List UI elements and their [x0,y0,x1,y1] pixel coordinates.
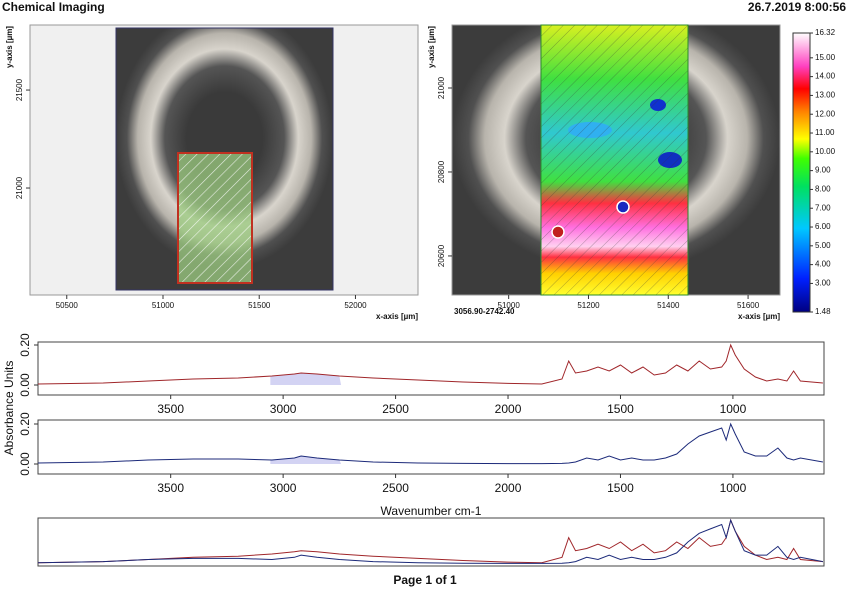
colorbar-tick-label: 15.00 [815,53,836,62]
colorbar-tick-label: 12.00 [815,109,836,118]
colorbar-tick-label: 9.00 [815,166,831,175]
x-tick-label: 2000 [495,481,522,495]
x-tick-label: 3500 [157,481,184,495]
x-tick-label: 2500 [382,402,409,416]
x-tick-label: 51500 [248,301,271,310]
colorbar-tick-label: 7.00 [815,203,831,212]
x-tick-label: 3000 [270,402,297,416]
y-tick-label: 21500 [15,78,24,101]
y-tick-label: 0.00 [18,452,32,476]
y-tick-label: 21000 [437,76,446,99]
colorbar-tick-label: 13.00 [815,91,836,100]
plot-frame [37,341,825,396]
colorbar-tick-label: 3.00 [815,279,831,288]
marker-blue [616,200,630,214]
y-tick-label: 20600 [437,244,446,267]
x-tick-label: 3000 [270,481,297,495]
x-axis-label: x-axis [µm] [738,312,780,321]
colorbar [792,32,811,313]
colorbar-tick-label: 5.00 [815,241,831,250]
spectrum-line [37,518,823,564]
x-axis-label: x-axis [µm] [376,312,418,321]
spectrum-line [37,422,823,465]
plot-frame [37,517,825,567]
report-date: 26.7.2019 8:00:56 [748,0,846,14]
x-tick-label: 51000 [152,301,175,310]
y-axis-label: y-axis [µm] [5,26,14,68]
page-number: Page 1 of 1 [393,573,457,587]
x-tick-label: 1500 [607,481,634,495]
colorbar-tick-label: 11.00 [815,128,835,137]
highlight-band [270,456,342,464]
colorbar-tick-label: 4.00 [815,260,831,269]
spectrum-line [37,518,823,564]
colorbar-tick-label: 10.00 [815,147,836,156]
y-axis-label: Absorbance Units [2,361,16,456]
y-tick-label: 0.20 [18,333,32,357]
colorbar-tick-label: 6.00 [815,222,831,231]
plot-frame [37,419,825,475]
x-tick-label: 51200 [577,301,600,310]
spectrum-line [37,343,823,385]
range-label: 3056.90-2742.40 [454,307,515,316]
colorbar-tick-label: 16.32 [815,28,836,37]
colorbar-tick-label: 14.00 [815,72,836,81]
x-axis-label: Wavenumber cm-1 [381,504,482,518]
marker-red [551,225,565,239]
x-tick-label: 1000 [720,402,747,416]
x-tick-label: 3500 [157,402,184,416]
report-title: Chemical Imaging [2,0,105,14]
y-axis-label: y-axis [µm] [427,26,436,68]
x-tick-label: 52000 [344,301,367,310]
y-tick-label: 0.00 [18,373,32,397]
map-hatch [540,24,689,296]
x-tick-label: 2000 [495,402,522,416]
y-tick-label: 20800 [437,160,446,183]
x-tick-label: 51600 [737,301,760,310]
x-tick-label: 50500 [56,301,79,310]
colorbar-tick-label: 8.00 [815,185,831,194]
y-tick-label: 21000 [15,176,24,199]
x-tick-label: 1500 [607,402,634,416]
highlight-band [270,373,342,385]
y-tick-label: 0.20 [18,412,32,436]
x-tick-label: 51400 [657,301,680,310]
roi-hatch [177,152,253,284]
x-tick-label: 51000 [498,301,521,310]
x-tick-label: 2500 [382,481,409,495]
x-tick-label: 1000 [720,481,747,495]
colorbar-tick-label: 1.48 [815,307,831,316]
